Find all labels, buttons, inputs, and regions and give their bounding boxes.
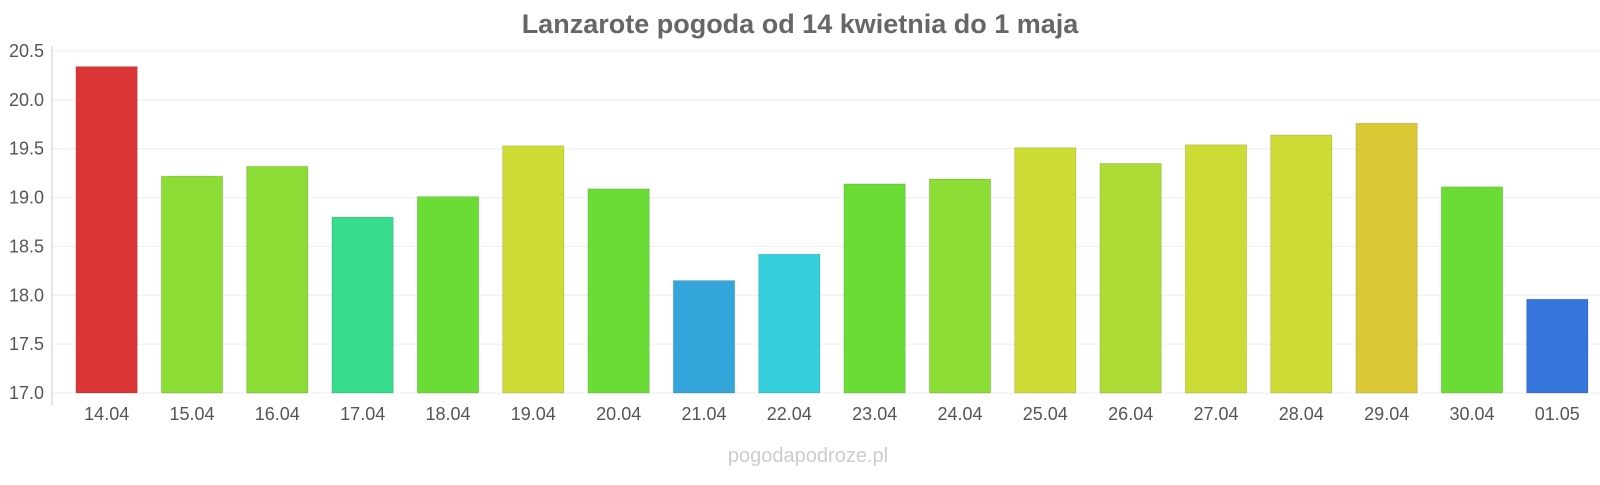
y-tick-label: 19.0: [9, 188, 44, 208]
bar-23.04: [843, 183, 906, 394]
x-tick-label: 19.04: [511, 404, 556, 424]
x-tick-label: 18.04: [425, 404, 470, 424]
y-tick-label: 18.5: [9, 236, 44, 256]
bar-21.04: [672, 280, 736, 394]
x-tick-label: 14.04: [84, 404, 129, 424]
x-axis: 14.04 15.04 16.04 17.04 18.04 19.04 20.04 21.04…: [84, 404, 1580, 424]
bar-27.04: [1184, 144, 1248, 394]
y-tick-label: 20.0: [9, 90, 44, 110]
bar-28.04: [1270, 134, 1333, 394]
y-axis: 17.0 17.5 18.0 18.5 19.0 19.5 20.0 20.5: [9, 41, 53, 405]
bar-18.04: [416, 196, 480, 394]
y-tick-label: 20.5: [9, 41, 44, 61]
x-tick-label: 29.04: [1364, 404, 1409, 424]
y-tick-label: 19.5: [9, 139, 44, 159]
bar-26.04: [1099, 162, 1162, 394]
x-tick-label: 30.04: [1449, 404, 1494, 424]
x-tick-label: 26.04: [1108, 404, 1153, 424]
y-tick-label: 17.5: [9, 334, 44, 354]
x-tick-label: 25.04: [1023, 404, 1068, 424]
x-tick-label: 23.04: [852, 404, 897, 424]
bar-20.04: [587, 188, 650, 394]
watermark: pogodapodroze.pl: [728, 445, 888, 467]
x-tick-label: 22.04: [767, 404, 812, 424]
bar-30.04: [1440, 186, 1504, 394]
bar-16.04: [246, 165, 309, 394]
bar-17.04: [331, 216, 394, 394]
x-tick-label: 16.04: [255, 404, 300, 424]
y-tick-label: 17.0: [9, 383, 44, 403]
bar-29.04: [1355, 122, 1418, 394]
bars: [75, 66, 1589, 394]
x-tick-label: 20.04: [596, 404, 641, 424]
y-tick-label: 18.0: [9, 285, 44, 305]
x-tick-label: 24.04: [937, 404, 982, 424]
bar-22.04: [758, 253, 821, 394]
bar-01.05: [1526, 298, 1589, 394]
x-tick-label: 15.04: [169, 404, 214, 424]
x-tick-label: 28.04: [1279, 404, 1324, 424]
bar-25.04: [1014, 147, 1077, 394]
bar-24.04: [928, 178, 992, 394]
x-tick-label: 27.04: [1193, 404, 1238, 424]
bar-15.04: [160, 175, 224, 394]
gridlines: [52, 50, 1600, 394]
bar-19.04: [502, 145, 565, 394]
x-tick-label: 01.05: [1535, 404, 1580, 424]
chart-title: Lanzarote pogoda od 14 kwietnia do 1 maj…: [522, 9, 1080, 39]
x-tick-label: 21.04: [681, 404, 726, 424]
x-tick-label: 17.04: [340, 404, 385, 424]
bar-14.04: [75, 66, 138, 394]
